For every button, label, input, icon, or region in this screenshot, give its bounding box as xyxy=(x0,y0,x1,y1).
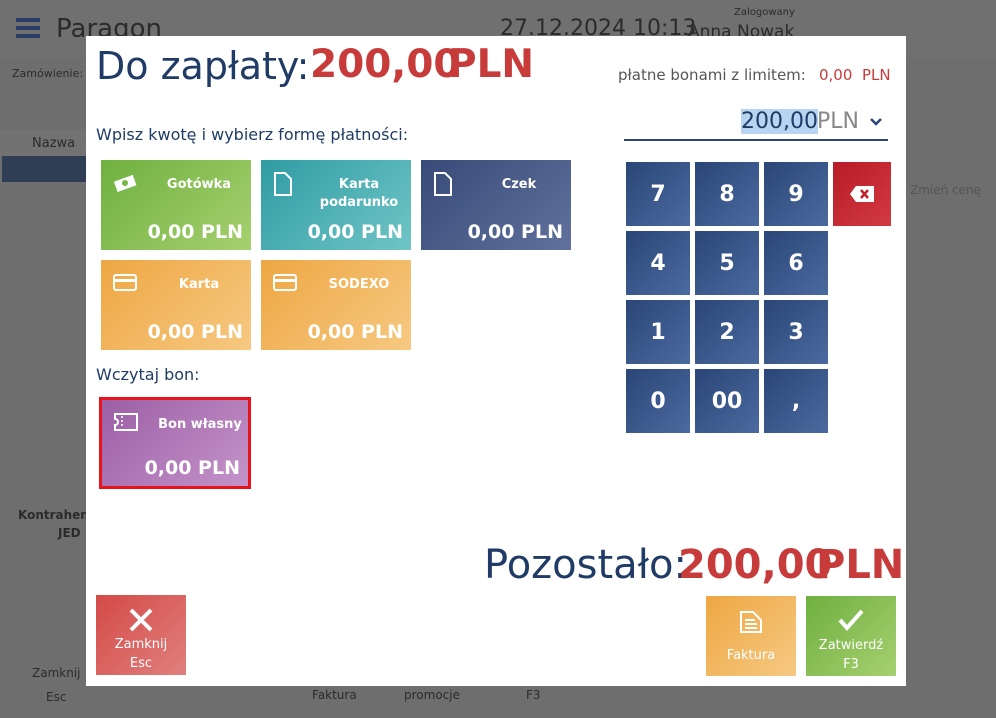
button-label: Faktura xyxy=(726,648,776,663)
keypad-key[interactable]: 7 xyxy=(626,162,690,226)
button-icon xyxy=(806,608,896,636)
logged-label: Zalogowany xyxy=(734,7,795,18)
limit-amount: 0,00 xyxy=(819,66,853,84)
keypad-key[interactable]: 00 xyxy=(695,369,759,433)
menu-icon xyxy=(16,18,40,38)
keypad-key[interactable]: , xyxy=(764,369,828,433)
keypad-key[interactable]: 6 xyxy=(764,231,828,295)
method-amount: 0,00 PLN xyxy=(307,221,403,243)
method-name: Czek xyxy=(501,177,537,192)
payment-method-tile[interactable]: Czek 0,00 PLN xyxy=(421,160,571,250)
keypad-key[interactable]: 1 xyxy=(626,300,690,364)
voucher-label: Wczytaj bon: xyxy=(96,365,200,384)
methods-label: Wpisz kwotę i wybierz formę płatności: xyxy=(96,125,409,144)
keypad-key[interactable]: 2 xyxy=(695,300,759,364)
method-name: Karta xyxy=(178,277,220,292)
payment-method-tile[interactable]: SODEXO 0,00 PLN xyxy=(261,260,411,350)
voucher-amount: 0,00 PLN xyxy=(144,457,240,479)
button-icon xyxy=(706,610,796,638)
currency-dropdown[interactable] xyxy=(869,116,883,128)
payment-dialog: Do zapłaty: 200,00 PLN płatne bonami z l… xyxy=(86,36,906,686)
bg-invoice: Faktura xyxy=(312,688,357,702)
keypad-key[interactable]: 4 xyxy=(626,231,690,295)
method-name: Gotówka xyxy=(166,177,232,192)
payment-method-tile[interactable]: Karta 0,00 PLN xyxy=(101,260,251,350)
change-price: Zmień cenę xyxy=(910,183,982,197)
remaining-label: Pozostało: xyxy=(484,542,687,588)
keypad-key[interactable]: 8 xyxy=(695,162,759,226)
method-amount: 0,00 PLN xyxy=(307,321,403,343)
button-label: Zatwierdź xyxy=(818,638,884,653)
row xyxy=(2,156,86,182)
remaining-amount: 200,00 xyxy=(678,542,833,588)
currency: PLN xyxy=(448,42,535,87)
keypad-key[interactable]: 0 xyxy=(626,369,690,433)
input-currency: PLN xyxy=(817,109,859,134)
keypad-key[interactable]: 9 xyxy=(764,162,828,226)
backspace-key[interactable] xyxy=(833,162,891,226)
remaining-currency: PLN xyxy=(816,542,905,588)
button-label: Zamknij xyxy=(114,637,168,652)
column-header: Nazwa xyxy=(32,136,76,151)
action-button[interactable]: Zatwierdź F3 xyxy=(806,596,896,676)
bg-close: Zamknij xyxy=(32,666,81,680)
method-name: Karta podarunko xyxy=(319,177,399,210)
action-button[interactable]: Faktura xyxy=(706,596,796,676)
keypad-key[interactable]: 3 xyxy=(764,300,828,364)
button-icon xyxy=(96,607,186,637)
method-amount: 0,00 PLN xyxy=(147,321,243,343)
order-label: Zamówienie: xyxy=(12,67,84,80)
method-name: SODEXO xyxy=(328,277,390,292)
button-shortcut: Esc xyxy=(129,656,153,671)
action-button[interactable]: Zamknij Esc xyxy=(96,595,186,675)
table-header xyxy=(0,130,86,156)
amount-label: Do zapłaty: xyxy=(96,44,310,88)
payment-method-tile[interactable]: Gotówka 0,00 PLN xyxy=(101,160,251,250)
bg-promotions: promocje xyxy=(404,688,460,702)
bg-close-key: Esc xyxy=(46,690,67,704)
voucher-name: Bon własny xyxy=(158,417,242,432)
payment-method-tile[interactable]: Karta podarunko 0,00 PLN xyxy=(261,160,411,250)
method-amount: 0,00 PLN xyxy=(147,221,243,243)
bg-confirm-key: F3 xyxy=(526,688,541,702)
method-amount: 0,00 PLN xyxy=(467,221,563,243)
button-shortcut: F3 xyxy=(843,657,859,672)
voucher-tile[interactable]: Bon własny 0,00 PLN xyxy=(99,397,251,489)
limit-label: płatne bonami z limitem: xyxy=(618,66,806,84)
amount: 200,00 xyxy=(310,42,461,87)
customer-value: JED xyxy=(58,526,81,540)
amount-input[interactable]: 200,00 xyxy=(741,109,818,134)
limit-currency: PLN xyxy=(862,66,891,84)
input-underline xyxy=(624,139,888,141)
customer-label: Kontrahen xyxy=(18,508,89,522)
keypad-key[interactable]: 5 xyxy=(695,231,759,295)
